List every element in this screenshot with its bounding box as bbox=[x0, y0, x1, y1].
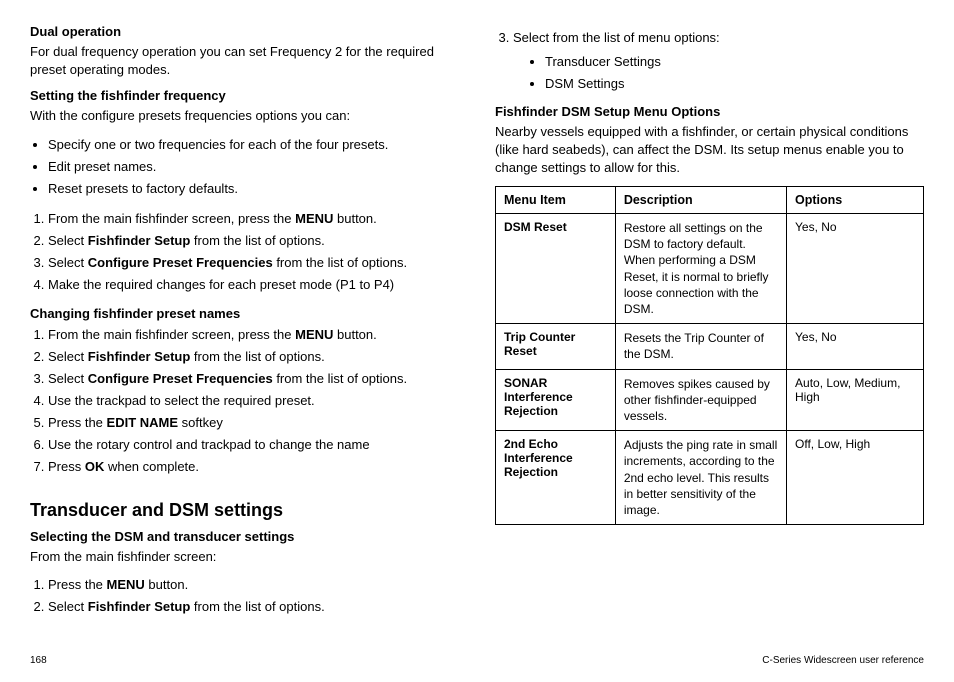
page-footer: 168 C-Series Widescreen user reference bbox=[30, 655, 924, 666]
footer-doc-title: C-Series Widescreen user reference bbox=[762, 655, 924, 666]
table-cell-options: Auto, Low, Medium, High bbox=[787, 369, 924, 431]
list-item: Select Fishfinder Setup from the list of… bbox=[48, 231, 459, 251]
list-item: Press the MENU button. bbox=[48, 575, 459, 595]
list-item: Select Fishfinder Setup from the list of… bbox=[48, 597, 459, 617]
heading-transducer-dsm-settings: Transducer and DSM settings bbox=[30, 500, 459, 521]
para-selecting-intro: From the main fishfinder screen: bbox=[30, 548, 459, 566]
page-body: Dual operation For dual frequency operat… bbox=[30, 24, 924, 627]
table-cell-description: Resets the Trip Counter of the DSM. bbox=[615, 324, 786, 369]
heading-selecting-dsm-transducer: Selecting the DSM and transducer setting… bbox=[30, 529, 459, 544]
table-row: 2nd Echo Interference Rejection Adjusts … bbox=[496, 431, 924, 525]
table-header-cell: Menu Item bbox=[496, 187, 616, 214]
list-menu-options: Transducer Settings DSM Settings bbox=[527, 52, 924, 94]
list-item: Use the trackpad to select the required … bbox=[48, 391, 459, 411]
table-cell-options: Yes, No bbox=[787, 324, 924, 369]
list-item: Press the EDIT NAME softkey bbox=[48, 413, 459, 433]
list-item: Specify one or two frequencies for each … bbox=[48, 135, 459, 155]
table-header-cell: Description bbox=[615, 187, 786, 214]
table-header-cell: Options bbox=[787, 187, 924, 214]
table-row: SONAR Interference Rejection Removes spi… bbox=[496, 369, 924, 431]
heading-setting-frequency: Setting the fishfinder frequency bbox=[30, 88, 459, 103]
list-item: From the main fishfinder screen, press t… bbox=[48, 325, 459, 345]
list-item: Select Fishfinder Setup from the list of… bbox=[48, 347, 459, 367]
heading-changing-preset-names: Changing fishfinder preset names bbox=[30, 306, 459, 321]
table-cell-options: Off, Low, High bbox=[787, 431, 924, 525]
heading-dsm-setup-menu-options: Fishfinder DSM Setup Menu Options bbox=[495, 104, 924, 119]
list-selecting-steps: Press the MENU button. Select Fishfinder… bbox=[30, 575, 459, 617]
table-cell-menu-item: DSM Reset bbox=[496, 214, 616, 324]
list-item: Transducer Settings bbox=[545, 52, 924, 72]
list-setting-frequency-steps: From the main fishfinder screen, press t… bbox=[30, 209, 459, 296]
list-item: Edit preset names. bbox=[48, 157, 459, 177]
right-column: Select from the list of menu options: Tr… bbox=[495, 24, 924, 627]
list-item: Make the required changes for each prese… bbox=[48, 275, 459, 295]
list-item: Reset presets to factory defaults. bbox=[48, 179, 459, 199]
table-row: Trip Counter Reset Resets the Trip Count… bbox=[496, 324, 924, 369]
table-cell-description: Removes spikes caused by other fishfinde… bbox=[615, 369, 786, 431]
list-changing-preset-steps: From the main fishfinder screen, press t… bbox=[30, 325, 459, 478]
table-cell-description: Adjusts the ping rate in small increment… bbox=[615, 431, 786, 525]
table-cell-menu-item: SONAR Interference Rejection bbox=[496, 369, 616, 431]
heading-dual-operation: Dual operation bbox=[30, 24, 459, 39]
list-item: From the main fishfinder screen, press t… bbox=[48, 209, 459, 229]
list-setting-frequency-bullets: Specify one or two frequencies for each … bbox=[30, 135, 459, 199]
list-item: DSM Settings bbox=[545, 74, 924, 94]
table-row: DSM Reset Restore all settings on the DS… bbox=[496, 214, 924, 324]
list-item: Press OK when complete. bbox=[48, 457, 459, 477]
list-item: Select from the list of menu options: Tr… bbox=[513, 28, 924, 94]
list-item: Use the rotary control and trackpad to c… bbox=[48, 435, 459, 455]
table-cell-options: Yes, No bbox=[787, 214, 924, 324]
table-cell-menu-item: 2nd Echo Interference Rejection bbox=[496, 431, 616, 525]
list-item: Select Configure Preset Frequencies from… bbox=[48, 253, 459, 273]
list-selecting-steps-cont: Select from the list of menu options: Tr… bbox=[495, 28, 924, 94]
table-cell-menu-item: Trip Counter Reset bbox=[496, 324, 616, 369]
table-header-row: Menu Item Description Options bbox=[496, 187, 924, 214]
para-setting-frequency: With the configure presets frequencies o… bbox=[30, 107, 459, 125]
para-dual-operation: For dual frequency operation you can set… bbox=[30, 43, 459, 78]
table-cell-description: Restore all settings on the DSM to facto… bbox=[615, 214, 786, 324]
left-column: Dual operation For dual frequency operat… bbox=[30, 24, 459, 627]
para-dsm-setup-intro: Nearby vessels equipped with a fishfinde… bbox=[495, 123, 924, 176]
list-item: Select Configure Preset Frequencies from… bbox=[48, 369, 459, 389]
footer-page-number: 168 bbox=[30, 655, 47, 666]
table-dsm-options: Menu Item Description Options DSM Reset … bbox=[495, 186, 924, 525]
